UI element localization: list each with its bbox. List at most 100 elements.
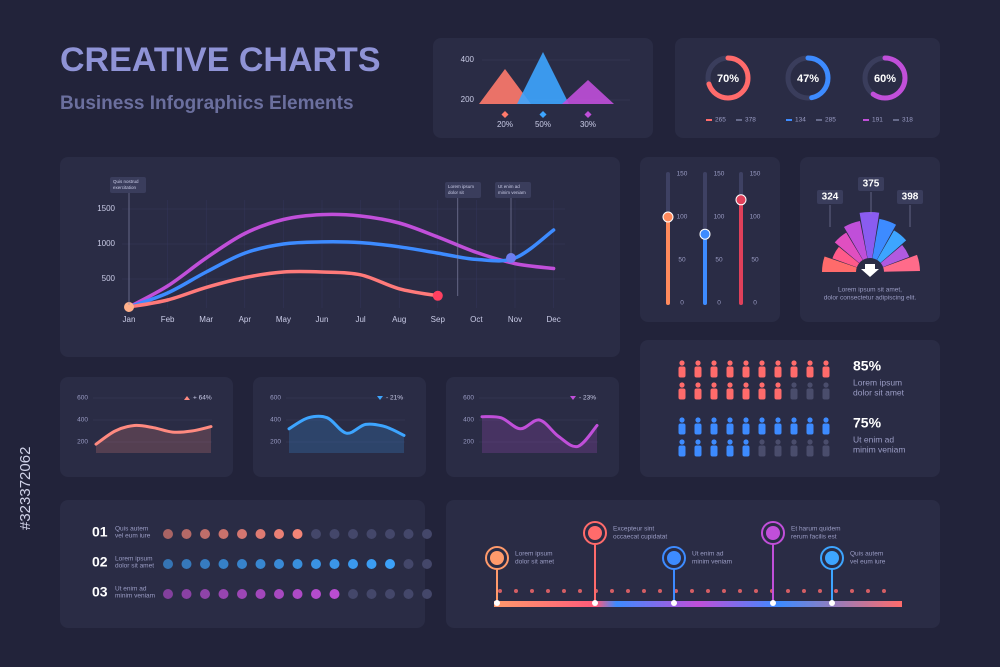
annotation-box xyxy=(495,182,531,198)
slider-knob xyxy=(735,194,747,206)
slider-tick: 150 xyxy=(677,171,688,178)
donut-label: 60% xyxy=(874,73,896,85)
dot xyxy=(403,589,414,599)
person-head xyxy=(679,382,685,388)
person-head xyxy=(807,439,813,445)
person-body xyxy=(710,423,718,435)
y-tick-label: 600 xyxy=(270,395,281,402)
people-text: dolor sit amet xyxy=(853,387,905,397)
dot xyxy=(218,529,229,539)
x-tick-label: Jun xyxy=(316,315,329,324)
dot xyxy=(385,589,395,599)
dot xyxy=(311,529,321,539)
person-body xyxy=(694,388,702,400)
timeline-dot xyxy=(546,589,550,593)
person-head xyxy=(743,382,749,388)
timeline-dot xyxy=(866,589,870,593)
person-head xyxy=(775,360,781,366)
y-tick-label: 600 xyxy=(463,395,474,402)
legend-diamond xyxy=(539,110,547,119)
person-body xyxy=(806,445,814,457)
row-number: 02 xyxy=(92,554,108,570)
timeline-text: Lorem ipsum xyxy=(515,551,553,558)
fan-wedge xyxy=(844,220,868,260)
dot xyxy=(255,529,266,539)
dot xyxy=(292,529,303,539)
timeline-dot xyxy=(658,589,662,593)
dot xyxy=(348,589,358,599)
dot xyxy=(329,559,340,569)
person-body xyxy=(822,423,830,435)
legend-value: 265 xyxy=(715,117,726,124)
timeline-panel xyxy=(446,500,940,628)
dot-row xyxy=(163,529,432,539)
legend-value: 134 xyxy=(795,117,806,124)
dot xyxy=(385,559,395,569)
fan-label-box xyxy=(858,177,884,191)
person-head xyxy=(775,417,781,423)
fan-wedge xyxy=(859,212,880,259)
line-series xyxy=(127,269,440,309)
change-arrow xyxy=(570,396,576,400)
change-label: - 21% xyxy=(386,395,403,402)
line-series xyxy=(127,228,556,309)
person-head xyxy=(775,439,781,445)
person-head xyxy=(711,360,717,366)
dot xyxy=(200,589,210,599)
timeline-dot xyxy=(706,589,710,593)
timeline-pin-foot xyxy=(494,600,500,606)
dot xyxy=(218,589,229,599)
timeline-pin-foot xyxy=(829,600,835,606)
person-body xyxy=(758,445,766,457)
person-head xyxy=(743,439,749,445)
dot xyxy=(163,589,173,599)
donut-arc xyxy=(785,55,831,101)
dot xyxy=(329,589,340,599)
mountain-peak xyxy=(517,52,569,104)
dot xyxy=(422,529,432,539)
end-dot xyxy=(432,290,443,301)
person-head xyxy=(695,417,701,423)
start-dot xyxy=(124,302,134,312)
timeline-dot xyxy=(722,589,726,593)
donut-label: 47% xyxy=(797,73,819,85)
person-head xyxy=(679,417,685,423)
fan-wedge xyxy=(883,254,920,272)
person-body xyxy=(774,366,782,378)
dot xyxy=(255,559,266,569)
peak-label: 20% xyxy=(497,120,513,129)
person-body xyxy=(710,445,718,457)
person-head xyxy=(743,417,749,423)
person-body xyxy=(758,366,766,378)
person-body xyxy=(726,423,734,435)
timeline-text: Et harum quidem xyxy=(791,526,841,533)
people-group xyxy=(678,417,830,457)
people-text: Ut enim ad xyxy=(853,434,894,444)
x-tick-label: Dec xyxy=(546,315,560,324)
person-head xyxy=(775,382,781,388)
fan-caption: dolor consectetur adipiscing elit. xyxy=(824,295,917,302)
row-text: dolor sit amet xyxy=(115,563,154,570)
person-body xyxy=(694,423,702,435)
person-body xyxy=(806,366,814,378)
person-head xyxy=(727,382,733,388)
person-body xyxy=(726,366,734,378)
fan-wedge xyxy=(880,245,910,267)
timeline-text: vel eum iure xyxy=(850,559,886,566)
annotation-text: exercitation xyxy=(113,185,137,190)
person-head xyxy=(711,417,717,423)
timeline-pin-foot xyxy=(770,600,776,606)
slider-tick: 50 xyxy=(751,257,759,264)
timeline-dot xyxy=(882,589,886,593)
person-body xyxy=(774,388,782,400)
dot xyxy=(237,589,247,599)
person-head xyxy=(695,382,701,388)
legend-value: 191 xyxy=(872,117,883,124)
slider-tick: 0 xyxy=(717,300,721,307)
line-panel xyxy=(60,157,620,357)
y-tick-label: 600 xyxy=(77,395,88,402)
fan-label-box xyxy=(817,190,843,204)
person-body xyxy=(790,445,798,457)
fan-label-box xyxy=(897,190,923,204)
person-head xyxy=(759,417,765,423)
